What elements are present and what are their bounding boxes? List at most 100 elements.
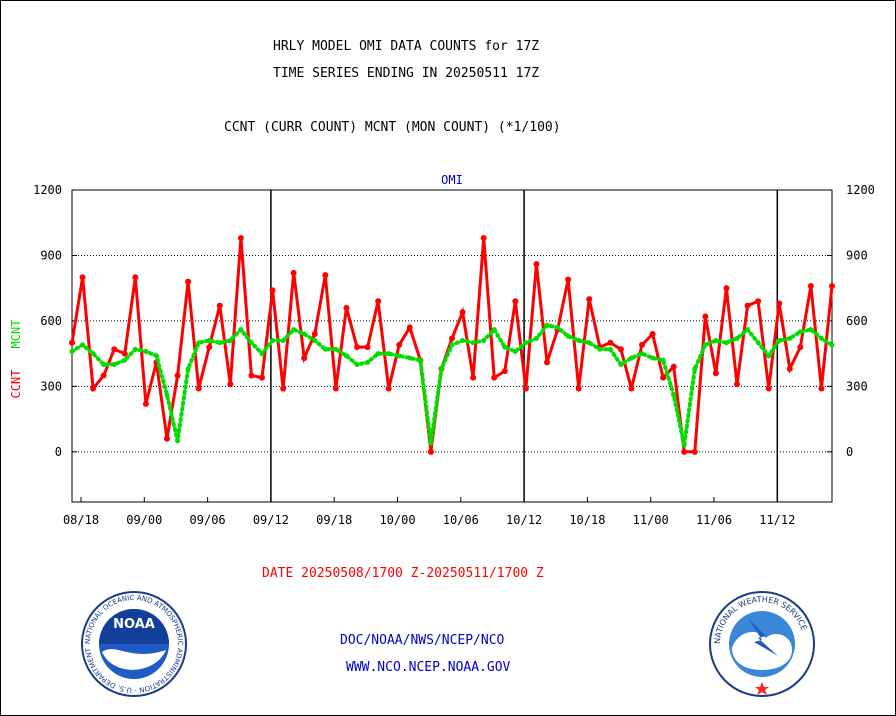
mcnt-point [259,351,265,357]
mcnt-point [544,322,550,328]
ccnt-point [575,385,582,392]
mcnt-point [460,338,466,344]
x-tick-label: 09/18 [316,513,352,527]
noaa-logo-text: NOAA [113,617,155,632]
ccnt-point [501,368,508,375]
mcnt-point [217,340,223,346]
mcnt-point [766,353,772,359]
ccnt-point [406,324,413,331]
mcnt-point [270,338,276,344]
ccnt-point [142,400,149,407]
mcnt-point [153,353,159,359]
mcnt-point [343,353,349,359]
mcnt-point [628,355,634,361]
x-tick-label: 08/18 [63,513,99,527]
mcnt-point [555,324,561,330]
website-link[interactable]: WWW.NCO.NCEP.NOAA.GOV [346,660,511,675]
x-tick-label: 09/00 [126,513,162,527]
org-label: DOC/NOAA/NWS/NCEP/NCO [340,633,505,648]
mcnt-point [650,355,656,361]
noaa-logo: NATIONAL OCEANIC AND ATMOSPHERIC ADMINIS… [80,590,187,697]
y-tick-label-right: 0 [846,445,853,459]
y-tick-label-right: 600 [846,314,868,328]
ccnt-point [670,363,677,370]
ccnt-point [459,309,466,316]
ccnt-point [829,283,835,289]
y-tick-label-right: 1200 [846,183,875,197]
mcnt-point [132,346,138,352]
ccnt-point [237,235,244,241]
ccnt-point [807,283,814,289]
ccnt-point [111,346,118,353]
x-tick-label: 10/12 [506,513,542,527]
mcnt-point [143,348,149,354]
y-axis-label-group: CCNT MCNT [9,320,23,399]
ccnt-point [797,344,804,351]
ccnt-point [132,274,139,281]
ccnt-point [734,381,740,388]
ccnt-point [216,302,223,309]
x-tick-label: 09/06 [190,513,226,527]
y-tick-label-left: 300 [40,379,62,393]
ccnt-point [818,385,825,392]
ccnt-point [100,372,107,379]
mcnt-point [280,338,286,344]
ccnt-point [311,331,318,337]
ccnt-point [744,302,751,309]
date-range-label: DATE 20250508/1700 Z-20250511/1700 Z [262,566,544,581]
label-layer: 1200 1200 900 900 600 600 300 300 0 0 08/18 09/00 09… [9,173,875,527]
mcnt-point [576,338,582,344]
ccnt-point [544,359,550,366]
ccnt-point [269,287,276,294]
mcnt-point [375,351,381,357]
mcnt-point [787,335,793,341]
mcnt-point [365,359,371,365]
ccnt-point [322,272,329,279]
ccnt-point [723,285,730,292]
ccnt-point [90,385,97,392]
x-tick-label: 10/06 [443,513,479,527]
mcnt-point [111,362,117,368]
ccnt-point [121,350,128,357]
y-tick-label-left: 0 [55,445,62,459]
ccnt-point [776,300,783,307]
mcnt-point [829,342,835,348]
ccnt-point [639,341,645,348]
mcnt-point [702,342,708,348]
ccnt-point [628,385,635,392]
x-tick-label: 10/00 [379,513,415,527]
ccnt-point [617,346,624,353]
ccnt-point [512,298,519,305]
ccnt-point [69,339,75,346]
ccnt-point [565,276,572,283]
mcnt-point [80,342,86,348]
chart-header-line2: TIME SERIES ENDING IN 20250511 17Z [273,66,540,81]
ccnt-point [586,296,593,303]
ccnt-point [533,261,540,268]
mcnt-point [565,333,571,339]
ccnt-point [470,374,477,381]
mcnt-point [90,351,96,357]
ccnt-point [522,385,529,392]
mcnt-point [618,362,624,368]
ccnt-point [755,298,762,305]
ccnt-point [290,269,297,276]
mcnt-point [101,362,107,368]
ccnt-point [691,448,698,455]
chart-title: OMI [441,173,463,187]
mcnt-point [481,338,487,344]
ccnt-point [364,344,371,351]
mcnt-point [312,338,318,344]
ccnt-point [765,385,772,392]
ccnt-point [332,385,339,392]
mcnt-point [322,346,328,352]
ccnt-point [195,385,202,392]
ccnt-point [702,313,709,320]
ccnt-point [343,304,350,311]
chart-header-line3: CCNT (CURR COUNT) MCNT (MON COUNT) (*1/1… [224,120,561,135]
ccnt-point [649,331,656,337]
mcnt-point [301,331,307,337]
series-layer [69,235,835,455]
ccnt-point [786,365,793,372]
mcnt-point [776,338,782,344]
